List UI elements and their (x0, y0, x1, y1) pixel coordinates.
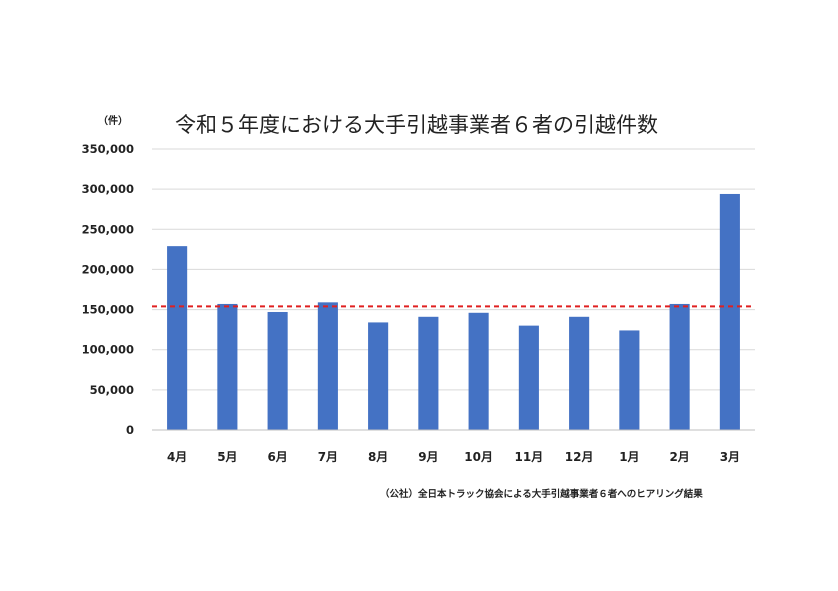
x-tick-label: 1月 (619, 450, 639, 464)
y-tick-label: 350,000 (82, 142, 134, 156)
chart-title: 令和５年度における大手引越事業者６者の引越件数 (175, 113, 658, 137)
x-tick-label: 4月 (167, 450, 187, 464)
bar-7 (468, 312, 489, 430)
y-tick-label: 150,000 (82, 303, 134, 317)
bar-1 (167, 246, 188, 430)
x-tick-label: 3月 (720, 450, 740, 464)
bar-8 (518, 325, 539, 430)
grid-lines (152, 148, 755, 391)
x-tick-label: 8月 (368, 450, 388, 464)
bar-12 (719, 193, 740, 430)
y-unit-label: （件） (98, 116, 128, 127)
source-note: （公社）全日本トラック協会による大手引越事業者６者へのヒアリング結果 (380, 489, 703, 500)
x-tick-label: 10月 (464, 450, 493, 464)
x-tick-label: 11月 (515, 450, 544, 464)
x-tick-label: 9月 (418, 450, 438, 464)
bar-4 (317, 302, 338, 430)
y-tick-label: 200,000 (82, 262, 134, 276)
y-axis-ticks: 0 50,000 100,000 150,000 200,000 250,000 300,0… (82, 142, 134, 437)
bar-2 (217, 303, 238, 430)
y-tick-label: 0 (126, 423, 134, 437)
bar-10 (619, 330, 640, 430)
bar-11 (669, 303, 690, 430)
bar-9 (569, 316, 590, 430)
bar-5 (368, 322, 389, 430)
x-tick-label: 6月 (267, 450, 287, 464)
x-tick-label: 12月 (565, 450, 594, 464)
x-tick-label: 7月 (318, 450, 338, 464)
y-tick-label: 300,000 (82, 182, 134, 196)
bar-3 (267, 311, 288, 430)
x-tick-label: 2月 (669, 450, 689, 464)
bar-6 (418, 316, 439, 430)
y-tick-label: 50,000 (90, 383, 134, 397)
bars (167, 193, 740, 430)
x-axis-ticks: 4月 5月 6月 7月 8月 9月 10月 11月 12月 1月 2月 3月 (167, 450, 740, 464)
y-tick-label: 100,000 (82, 343, 134, 357)
y-tick-label: 250,000 (82, 222, 134, 236)
x-tick-label: 5月 (217, 450, 237, 464)
